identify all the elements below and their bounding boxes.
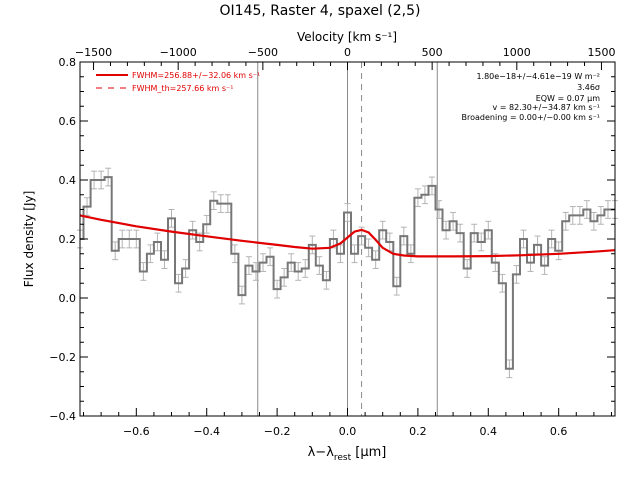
y-axis-label: Flux density [Jy] bbox=[22, 191, 36, 288]
annotation-velocity: v = 82.30+/−34.87 km s⁻¹ bbox=[492, 103, 600, 112]
y-tick-label: 0.8 bbox=[59, 56, 77, 69]
annotation-eqw: EQW = 0.07 μm bbox=[536, 94, 600, 103]
x-tick-label: 0.0 bbox=[339, 425, 357, 438]
velocity-tick-label: −1000 bbox=[160, 46, 197, 59]
y-tick-label: 0.4 bbox=[59, 174, 77, 187]
x-tick-label: −0.4 bbox=[193, 425, 220, 438]
x-tick-label: −0.6 bbox=[123, 425, 150, 438]
legend-label-thermal: FWHM_th=257.66 km s⁻¹ bbox=[132, 84, 233, 93]
x-axis-label-main: λ−λ bbox=[308, 445, 335, 460]
y-tick-label: −0.4 bbox=[49, 410, 76, 423]
annotation-block: 1.80e−18+/−4.61e−19 W m⁻² 3.46σ EQW = 0.… bbox=[462, 72, 601, 122]
annotation-broadening: Broadening = 0.00+/−0.00 km s⁻¹ bbox=[462, 113, 600, 122]
axes-layer: −0.6 −0.4 −0.2 0.0 0.2 0.4 0.6 −0.4 −0.2 0.0 0.2 0.… bbox=[49, 46, 615, 438]
x-tick-label: 0.2 bbox=[409, 425, 427, 438]
velocity-tick-label: 1000 bbox=[503, 46, 531, 59]
top-axis-label: Velocity [km s⁻¹] bbox=[297, 30, 397, 44]
legend-label-fit: FWHM=256.88+/−32.06 km s⁻¹ bbox=[132, 71, 260, 80]
legend: FWHM=256.88+/−32.06 km s⁻¹ FWHM_th=257.6… bbox=[96, 71, 260, 93]
plot-layer bbox=[77, 62, 618, 416]
fit-curve bbox=[79, 214, 616, 258]
velocity-tick-label: 500 bbox=[422, 46, 443, 59]
velocity-tick-label: 0 bbox=[344, 46, 351, 59]
velocity-tick-label: −1500 bbox=[75, 46, 112, 59]
y-tick-label: 0.2 bbox=[59, 233, 77, 246]
x-axis-label: λ−λrest [μm] bbox=[308, 445, 387, 463]
x-tick-label: −0.2 bbox=[264, 425, 291, 438]
x-axis-label-sub: rest bbox=[334, 453, 352, 463]
x-axis-label-unit: [μm] bbox=[351, 445, 386, 460]
y-tick-label: 0.6 bbox=[59, 115, 77, 128]
velocity-tick-label: 1500 bbox=[587, 46, 615, 59]
velocity-tick-label: −500 bbox=[248, 46, 278, 59]
y-tick-label: −0.2 bbox=[49, 351, 76, 364]
annotation-flux: 1.80e−18+/−4.61e−19 W m⁻² bbox=[476, 72, 600, 81]
x-tick-label: 0.6 bbox=[550, 425, 568, 438]
annotation-sigma: 3.46σ bbox=[577, 83, 600, 92]
chart-title: OI145, Raster 4, spaxel (2,5) bbox=[220, 3, 421, 19]
x-tick-label: 0.4 bbox=[480, 425, 498, 438]
y-tick-label: 0.0 bbox=[59, 292, 77, 305]
